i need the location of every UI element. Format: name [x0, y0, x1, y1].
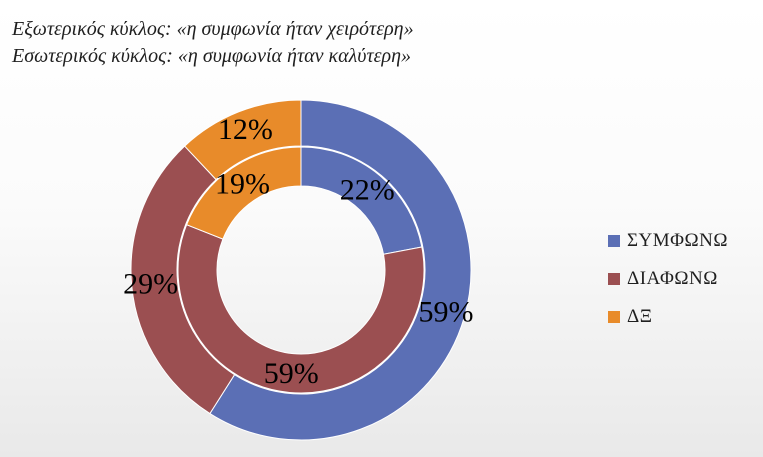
- outer-ring-slice-agree: [209, 99, 472, 441]
- inner-ring-slice-disagree: [177, 224, 425, 394]
- legend-swatch-disagree: [608, 273, 620, 285]
- outer-ring-label-agree: 59%: [419, 296, 474, 329]
- inner-ring-label-dk: 19%: [215, 167, 270, 200]
- legend-item-agree: ΣΥΜΦΩΝΩ: [608, 222, 728, 260]
- legend-swatch-dk: [608, 311, 620, 323]
- outer-ring-label-dk: 12%: [218, 113, 273, 146]
- legend-swatch-agree: [608, 235, 620, 247]
- inner-ring-slice-dk: [185, 146, 302, 240]
- inner-ring-label-agree: 22%: [340, 173, 395, 206]
- legend: ΣΥΜΦΩΝΩ ΔΙΑΦΩΝΩ ΔΞ: [608, 222, 728, 336]
- legend-label-dk: ΔΞ: [627, 306, 653, 327]
- chart-title: Εξωτερικός κύκλος: «η συμφωνία ήταν χειρ…: [12, 16, 414, 70]
- legend-item-disagree: ΔΙΑΦΩΝΩ: [608, 260, 728, 298]
- inner-ring-label-disagree: 59%: [264, 357, 319, 390]
- legend-label-disagree: ΔΙΑΦΩΝΩ: [627, 268, 718, 289]
- title-line-inner: Εσωτερικός κύκλος: «η συμφωνία ήταν καλύ…: [12, 45, 412, 67]
- outer-ring-slice-dk: [183, 99, 302, 181]
- legend-item-dk: ΔΞ: [608, 298, 728, 336]
- legend-label-agree: ΣΥΜΦΩΝΩ: [627, 230, 729, 251]
- title-line-outer: Εξωτερικός κύκλος: «η συμφωνία ήταν χειρ…: [12, 18, 414, 40]
- outer-ring-label-disagree: 29%: [123, 268, 178, 301]
